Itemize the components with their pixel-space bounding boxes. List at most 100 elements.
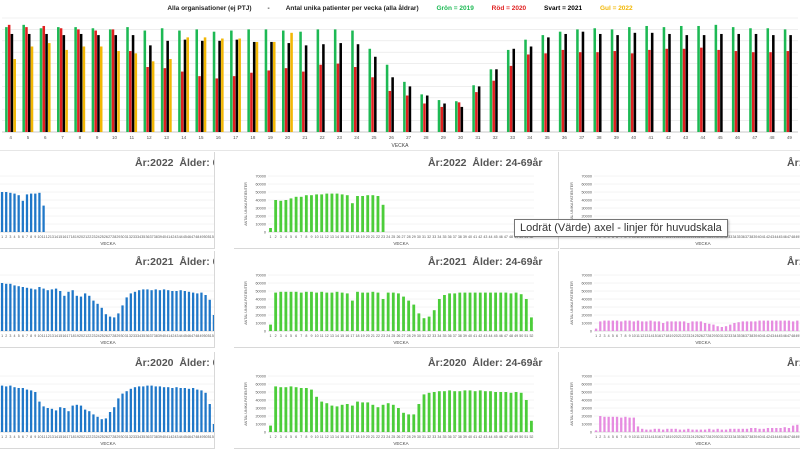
bar-week-18 <box>666 321 669 331</box>
bar-week-3 <box>279 200 283 232</box>
bar-2019-week-29 <box>437 100 441 132</box>
bar-week-47 <box>787 428 791 432</box>
x-tick-label: 18 <box>356 334 360 338</box>
x-tick-label: 26 <box>396 235 400 239</box>
bar-week-48 <box>509 293 513 331</box>
bar-week-33 <box>432 392 436 432</box>
x-tick-label: 47 <box>787 435 791 439</box>
bar-2019-week-23 <box>333 29 337 132</box>
x-tick-label: 40 <box>468 435 472 439</box>
bar-2021-week-8 <box>79 33 83 132</box>
bar-week-40 <box>468 292 472 331</box>
bar-2021-week-45 <box>720 33 723 132</box>
bar-2021-week-35 <box>547 37 550 132</box>
x-tick-label: 38 <box>458 334 462 338</box>
y-tick-label: 30000 <box>581 305 592 309</box>
y-tick-label: 70000 <box>255 174 266 178</box>
x-axis-label: VECKA <box>100 340 115 345</box>
x-tick-label: 29 <box>116 235 120 239</box>
x-tick-label: 22 <box>682 435 686 439</box>
x-tick-label: 40 <box>468 334 472 338</box>
x-tick-label: 25 <box>100 334 104 338</box>
bar-2020-week-9 <box>94 30 97 132</box>
x-tick-label: 23 <box>337 135 343 140</box>
bar-week-16 <box>657 428 661 432</box>
x-tick-label: 12 <box>46 435 50 439</box>
y-axis-label: ANTAL UNIKA PATIENTER <box>244 281 248 325</box>
x-tick-label: 4 <box>285 235 287 239</box>
bar-2022-week-6 <box>48 43 51 132</box>
x-tick-label: 35 <box>442 235 446 239</box>
bar-week-8 <box>29 390 33 432</box>
x-tick-label: 25 <box>372 135 378 140</box>
x-tick-label: 9 <box>34 334 36 338</box>
panel-title: År:2020 Ålder: 0-23år <box>135 357 214 369</box>
bar-2021-week-44 <box>702 35 706 132</box>
x-tick-label: 16 <box>345 435 349 439</box>
bar-week-5 <box>289 386 293 432</box>
x-tick-label: 48 <box>509 235 513 239</box>
bar-2020-week-24 <box>353 67 357 132</box>
bar-week-4 <box>284 291 288 331</box>
bar-week-2 <box>5 283 8 331</box>
bar-week-4 <box>13 193 16 232</box>
x-tick-label: 49 <box>199 235 203 239</box>
bar-week-38 <box>458 292 462 331</box>
bar-2020-week-26 <box>388 90 392 132</box>
bar-week-21 <box>83 293 87 331</box>
x-tick-label: 46 <box>187 334 191 338</box>
bar-2021-week-19 <box>270 41 273 132</box>
bar-week-45 <box>183 388 186 432</box>
x-tick-label: 41 <box>166 235 170 239</box>
x-tick-label: 50 <box>204 435 208 439</box>
bar-week-7 <box>25 287 29 331</box>
x-tick-label: 27 <box>402 435 406 439</box>
x-axis-label: VECKA <box>695 441 710 446</box>
x-tick-label: 4 <box>14 235 16 239</box>
x-tick-label: 33 <box>432 435 436 439</box>
x-tick-label: 31 <box>422 334 426 338</box>
x-tick-label: 44 <box>774 334 778 338</box>
panel-plot: 0 10000 20000 30000 40000 50000 60000 70000 ANTA… <box>244 273 534 345</box>
y-tick-label: 40000 <box>581 398 592 402</box>
bar-week-13 <box>50 289 54 331</box>
bar-week-24 <box>96 416 99 432</box>
bar-2022-week-15 <box>203 37 207 132</box>
panel-2020-70plus: År:2 0 10000 20000 30000 40000 50000 60000 7000… <box>560 352 800 449</box>
x-tick-label: 27 <box>402 334 406 338</box>
bar-week-32 <box>724 326 728 331</box>
bar-2020-week-5 <box>25 27 28 132</box>
x-tick-label: 22 <box>376 235 380 239</box>
bar-2020-week-42 <box>665 48 668 132</box>
x-tick-label: 11 <box>320 334 324 338</box>
x-tick-label: 3 <box>603 235 605 239</box>
panel-title: År:2022 Ålder: 24-69år <box>428 157 542 169</box>
x-tick-label: 10 <box>632 435 636 439</box>
x-tick-label: 7 <box>26 235 28 239</box>
bar-week-40 <box>162 289 166 331</box>
x-tick-label: 20 <box>674 334 678 338</box>
x-axis-label: VECKA <box>100 241 115 246</box>
x-tick-label: 22 <box>87 435 91 439</box>
bar-2021-week-16 <box>218 40 221 132</box>
x-tick-label: 23 <box>381 235 385 239</box>
x-tick-label: 29 <box>412 235 416 239</box>
x-tick-label: 42 <box>766 235 770 239</box>
x-tick-label: 28 <box>707 235 711 239</box>
x-tick-label: 6 <box>22 235 24 239</box>
bar-week-20 <box>366 292 370 331</box>
x-tick-label: 33 <box>133 334 137 338</box>
x-tick-label: 5 <box>18 435 20 439</box>
y-tick-label: 0 <box>590 329 592 333</box>
x-tick-label: 6 <box>295 235 297 239</box>
x-tick-label: 44 <box>489 334 493 338</box>
x-tick-label: 40 <box>162 435 166 439</box>
bar-2019-week-36 <box>558 31 562 132</box>
bar-week-50 <box>519 392 523 432</box>
x-tick-label: 38 <box>749 435 753 439</box>
x-tick-label: 30 <box>121 334 125 338</box>
x-tick-label: 44 <box>179 334 183 338</box>
x-tick-label: 34 <box>137 435 141 439</box>
x-tick-label: 35 <box>442 435 446 439</box>
x-tick-label: 42 <box>170 235 174 239</box>
